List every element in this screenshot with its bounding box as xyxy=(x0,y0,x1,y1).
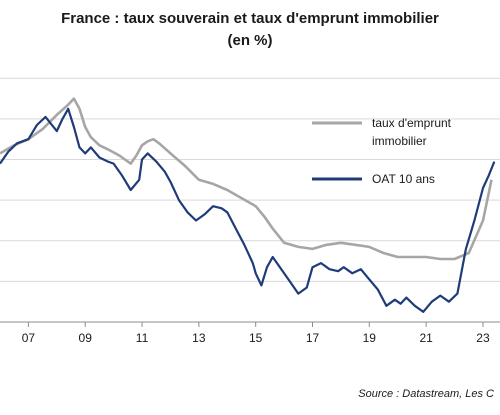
chart-title-line-1: France : taux souverain et taux d'emprun… xyxy=(61,10,439,27)
source-note: Source : Datastream, Les C xyxy=(358,388,494,400)
legend-label-mortgage-line-1: taux d'emprunt xyxy=(372,116,452,130)
x-tick-label-21: 21 xyxy=(419,331,433,345)
series-line-oat-10y xyxy=(0,107,496,313)
chart-title-line-2: (en %) xyxy=(227,32,273,49)
legend-label-mortgage-line-2: immobilier xyxy=(372,134,427,148)
x-tick-label-11: 11 xyxy=(136,331,149,345)
series-layer xyxy=(0,97,496,313)
x-tick-label-17: 17 xyxy=(306,331,320,345)
legend-label-oat: OAT 10 ans xyxy=(372,172,435,186)
chart-title: France : taux souverain et taux d'emprun… xyxy=(0,8,500,52)
x-tick-label-15: 15 xyxy=(249,331,263,345)
gridlines xyxy=(0,77,500,282)
series-line-mortgage-rate xyxy=(0,97,493,261)
legend: taux d'emprunt immobilier OAT 10 ans xyxy=(312,116,452,186)
x-tick-label-13: 13 xyxy=(192,331,206,345)
x-tick-labels: 07 09 11 13 15 17 19 21 23 xyxy=(22,322,490,345)
x-tick-label-07: 07 xyxy=(22,331,36,345)
x-tick-label-23: 23 xyxy=(476,331,490,345)
x-tick-label-09: 09 xyxy=(79,331,93,345)
x-tick-label-19: 19 xyxy=(363,331,377,345)
